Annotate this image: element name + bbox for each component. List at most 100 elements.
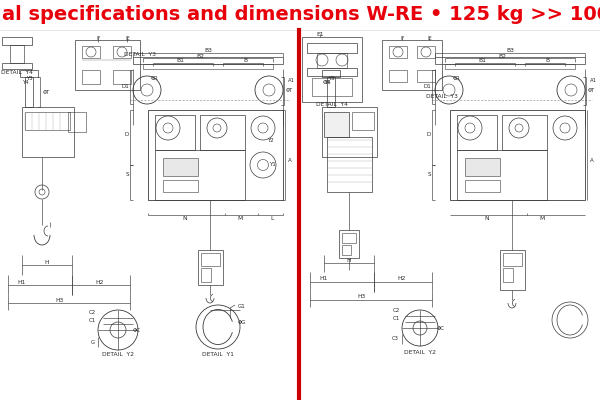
Text: E: E xyxy=(427,36,431,40)
Bar xyxy=(68,112,86,132)
Bar xyxy=(327,77,335,107)
Bar xyxy=(503,268,513,282)
Text: A: A xyxy=(288,158,292,162)
Text: A1: A1 xyxy=(288,78,295,82)
Text: al specifications and dimensions W-RE • 125 kg >> 1000 kg: al specifications and dimensions W-RE • … xyxy=(2,6,600,24)
Text: B3: B3 xyxy=(506,48,514,54)
Bar xyxy=(25,77,33,107)
Text: Y2: Y2 xyxy=(266,138,274,142)
Text: E1: E1 xyxy=(316,32,324,38)
Text: G1: G1 xyxy=(238,304,246,308)
Text: M: M xyxy=(238,216,242,220)
Text: Y4: Y4 xyxy=(23,80,29,84)
Bar xyxy=(322,107,377,157)
Text: ΦT: ΦT xyxy=(588,88,595,92)
Bar xyxy=(465,158,500,176)
Text: ΦR: ΦR xyxy=(453,76,461,80)
Text: C1: C1 xyxy=(393,316,400,320)
Bar xyxy=(201,253,220,266)
Text: S: S xyxy=(427,172,431,178)
Bar xyxy=(113,46,131,58)
Bar xyxy=(342,233,356,243)
Text: DETAIL  Y4: DETAIL Y4 xyxy=(1,70,33,76)
Bar xyxy=(307,43,357,53)
Text: H1: H1 xyxy=(320,276,328,282)
Bar xyxy=(502,115,547,150)
Bar xyxy=(133,57,283,64)
Text: B1: B1 xyxy=(176,58,184,64)
Bar xyxy=(312,78,352,96)
Text: B: B xyxy=(243,58,247,64)
Bar xyxy=(339,230,359,258)
Text: A: A xyxy=(590,158,594,162)
Text: ΦC: ΦC xyxy=(133,328,141,332)
Bar xyxy=(435,57,585,64)
Bar xyxy=(113,70,131,84)
Bar xyxy=(201,268,211,282)
Bar xyxy=(155,150,245,200)
Text: Y3: Y3 xyxy=(27,76,33,80)
Bar xyxy=(155,115,195,150)
Bar xyxy=(389,46,407,58)
Bar xyxy=(198,250,223,285)
Bar xyxy=(2,37,32,45)
Text: D1: D1 xyxy=(423,84,431,90)
Bar xyxy=(465,180,500,192)
Text: A1: A1 xyxy=(590,78,597,82)
Text: F: F xyxy=(96,36,100,40)
Bar xyxy=(389,70,407,82)
Text: ΦR: ΦR xyxy=(323,80,331,84)
Text: F: F xyxy=(400,36,404,40)
Bar xyxy=(0,0,600,30)
Text: C3: C3 xyxy=(392,336,399,342)
Text: Y3: Y3 xyxy=(329,76,335,80)
Text: H2: H2 xyxy=(398,276,406,282)
Text: E: E xyxy=(125,36,129,40)
Text: C1: C1 xyxy=(89,318,96,322)
Text: DETAIL  Y3: DETAIL Y3 xyxy=(426,94,458,100)
Text: ΦC: ΦC xyxy=(437,326,445,330)
Bar xyxy=(450,110,585,200)
Text: B2: B2 xyxy=(196,54,204,58)
Bar xyxy=(148,110,283,200)
Bar xyxy=(163,180,198,192)
Bar xyxy=(327,137,372,192)
Bar xyxy=(143,64,273,69)
Bar xyxy=(457,150,547,200)
Bar xyxy=(417,70,435,82)
Text: ΦG: ΦG xyxy=(238,320,247,324)
Text: B: B xyxy=(545,58,549,64)
Text: C2: C2 xyxy=(89,310,96,316)
Text: ΦT: ΦT xyxy=(43,90,50,94)
Text: S: S xyxy=(125,172,129,178)
Bar xyxy=(2,63,32,69)
Text: B3: B3 xyxy=(204,48,212,54)
Bar xyxy=(75,40,140,90)
Text: H: H xyxy=(347,258,351,262)
Bar xyxy=(82,46,100,58)
Text: DETAIL  Y2: DETAIL Y2 xyxy=(404,350,436,354)
Text: H1: H1 xyxy=(18,280,26,284)
Text: Y4: Y4 xyxy=(325,80,332,84)
Bar xyxy=(302,37,362,102)
Text: H3: H3 xyxy=(358,294,366,300)
Bar xyxy=(307,68,357,76)
Text: DETAIL  Y2: DETAIL Y2 xyxy=(102,352,134,358)
Text: D1: D1 xyxy=(121,84,129,90)
Text: ΦT: ΦT xyxy=(286,88,293,92)
Text: B1: B1 xyxy=(478,58,486,64)
Text: N: N xyxy=(183,216,187,220)
Text: C2: C2 xyxy=(393,308,400,314)
Text: H2: H2 xyxy=(96,280,104,284)
Text: N: N xyxy=(485,216,489,220)
Bar xyxy=(324,112,349,137)
Text: G: G xyxy=(91,340,95,344)
Bar xyxy=(382,40,442,90)
Text: DETAIL  Y1: DETAIL Y1 xyxy=(202,352,234,358)
Bar xyxy=(417,46,435,58)
Bar xyxy=(20,70,38,77)
Bar xyxy=(22,107,74,157)
Bar xyxy=(82,70,100,84)
Bar xyxy=(457,115,497,150)
Text: DETAIL  Y4: DETAIL Y4 xyxy=(316,102,348,108)
